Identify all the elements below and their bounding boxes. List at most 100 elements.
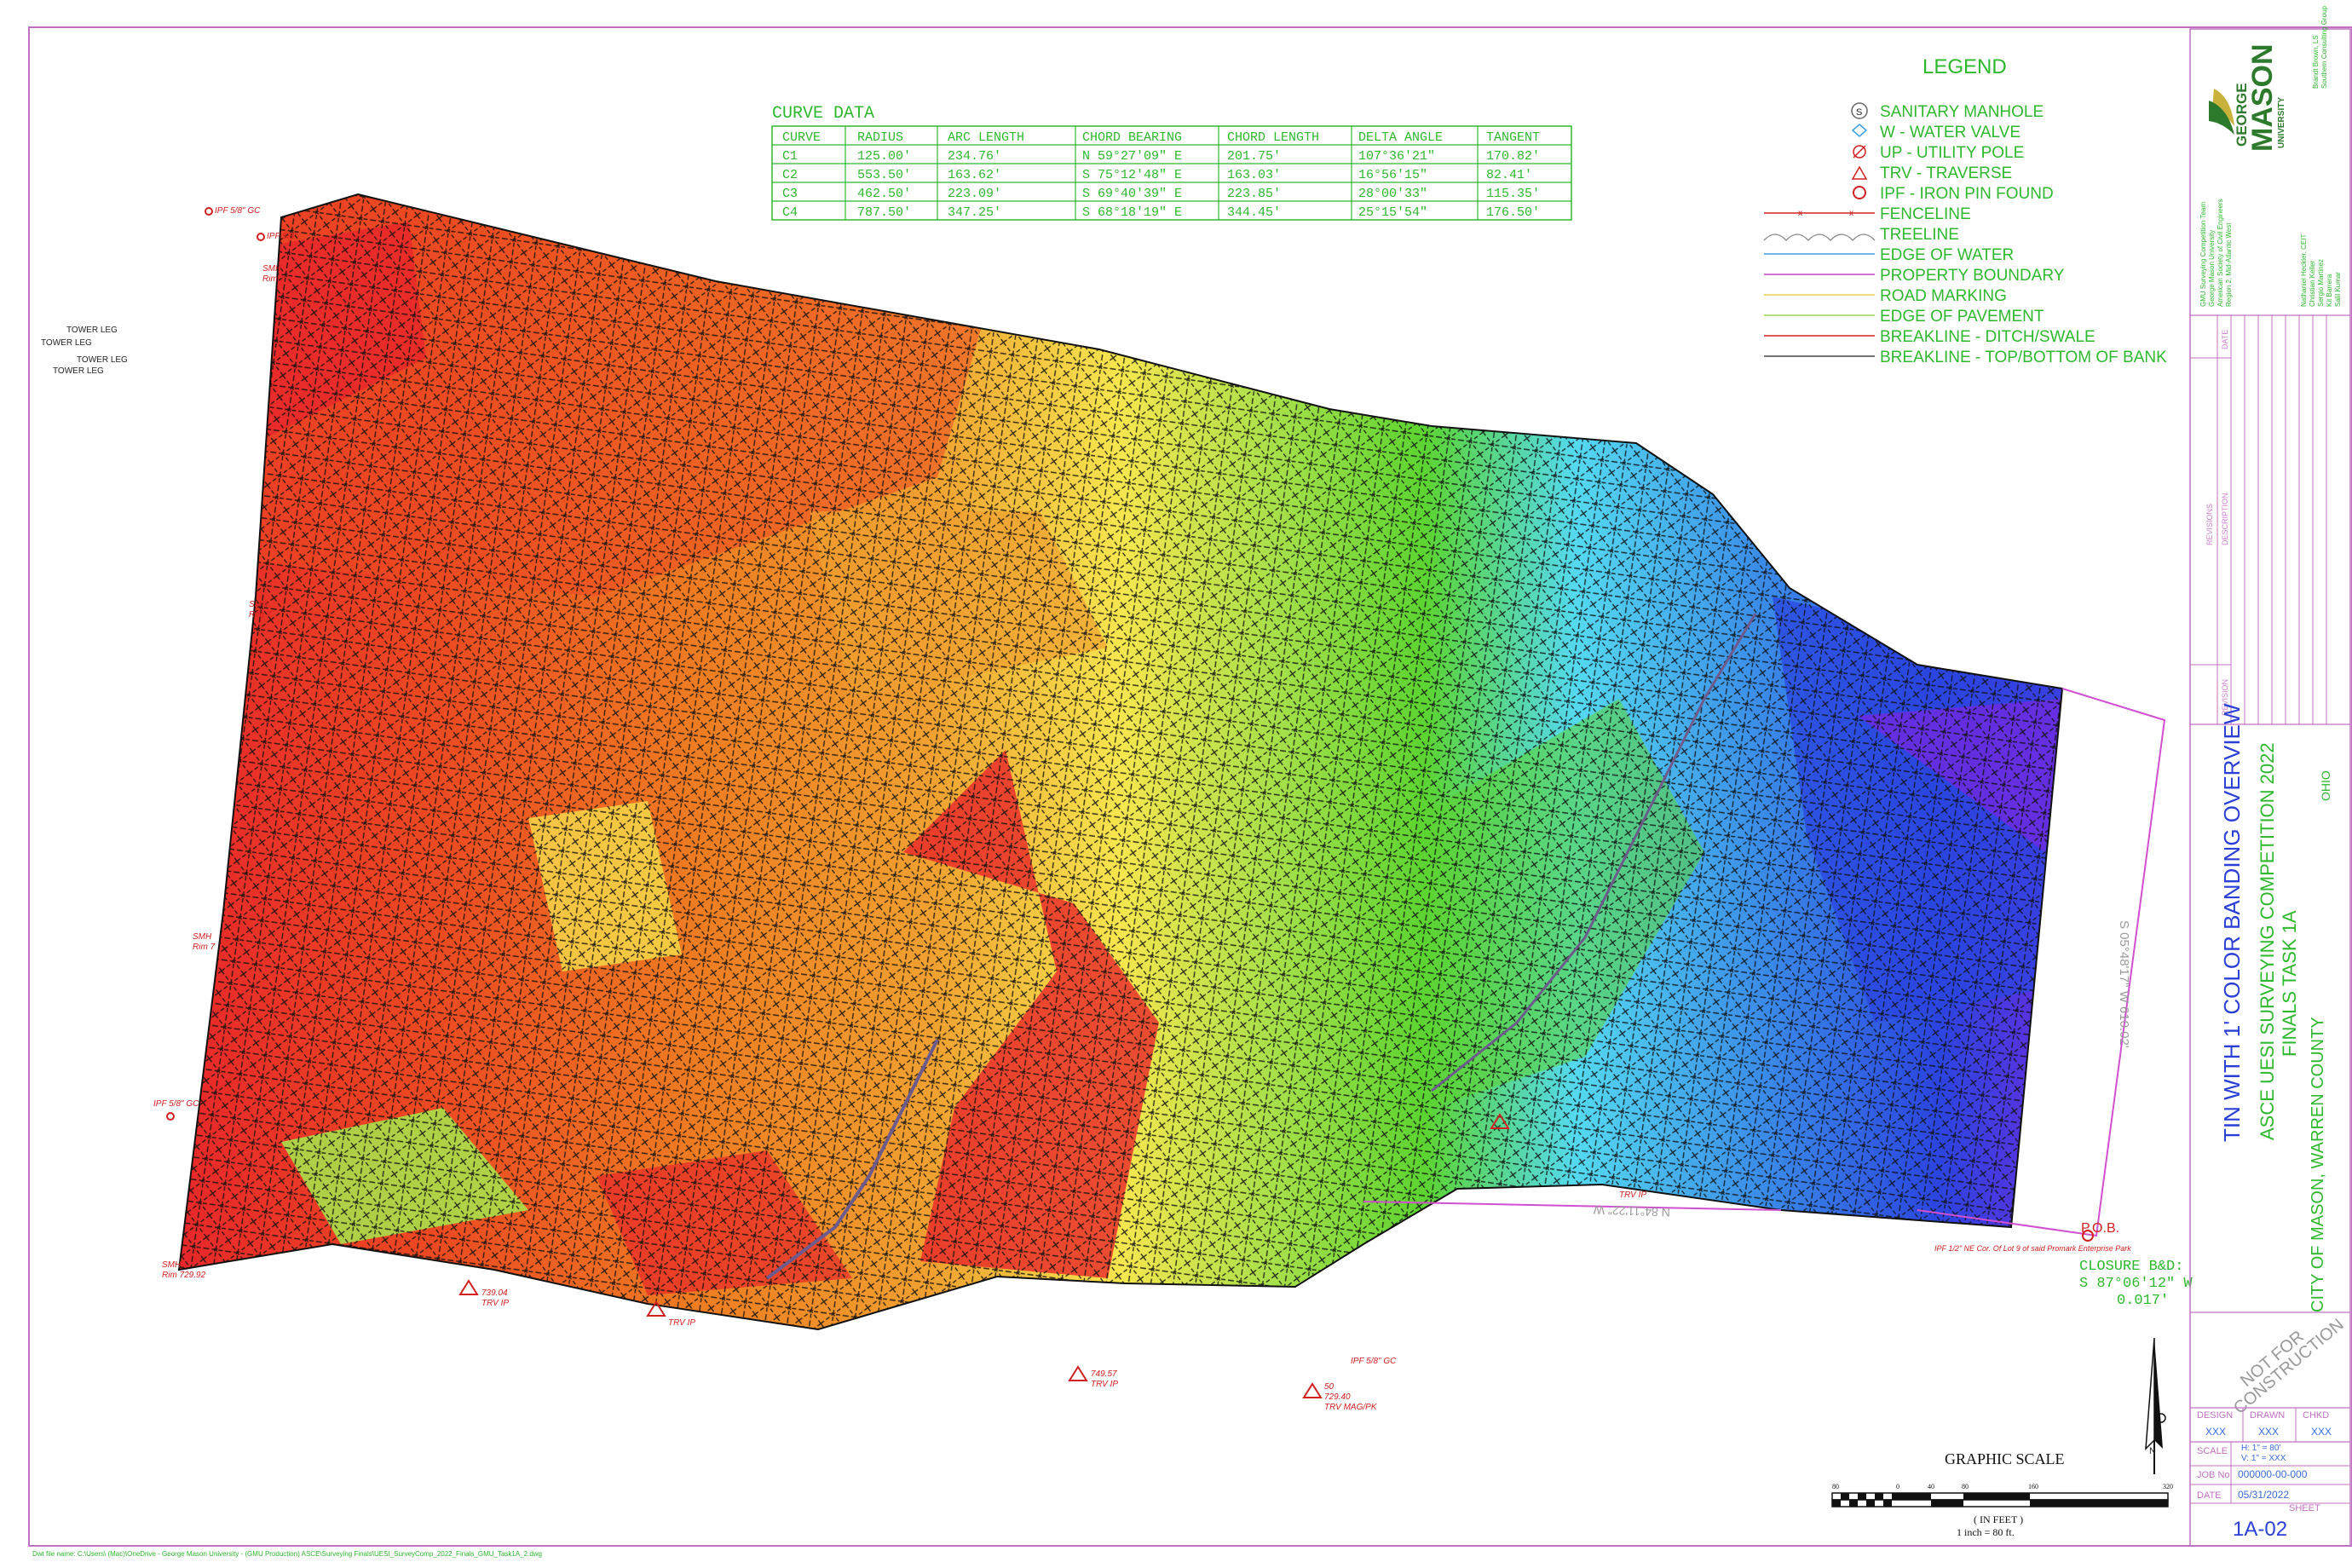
gmu-logo: GEORGE MASON UNIVERSITY [2209, 43, 2286, 152]
tin-surface [179, 194, 2062, 1329]
smh-rim-label: Rim 729.92 [162, 1271, 206, 1280]
legend-label: PROPERTY BOUNDARY [1880, 267, 2065, 285]
scale-h-value: H: 1" = 80' [2241, 1444, 2280, 1453]
pob-marker-icon [2082, 1230, 2094, 1242]
scale-tick: 160 [2028, 1483, 2038, 1490]
tin-outline [177, 193, 2064, 1331]
scale-tick: 80 [1832, 1483, 1839, 1490]
legend-label: TREELINE [1880, 226, 1959, 244]
file-path: Dwt file name: C:\Users\ (Mac)\OneDrive … [32, 1550, 542, 1558]
water-valve-icon [1851, 124, 1868, 137]
curve-cell: 82.41' [1486, 168, 1532, 182]
smh-label: SMH [162, 1260, 182, 1270]
scale-ratio: 1 inch = 80 ft. [1957, 1526, 2015, 1538]
ipf-label: IPF 5/8" [267, 232, 297, 241]
member-line: Kit Barrera [2326, 274, 2333, 307]
graphic-scale-title: GRAPHIC SCALE [1945, 1450, 2065, 1467]
curve-cell: C3 [782, 187, 798, 201]
curve-cell: C1 [782, 149, 798, 164]
date-value: 05/31/2022 [2238, 1489, 2289, 1501]
traverse-icon [1068, 1365, 1088, 1381]
team-line: American Society of Civil Engineers [2217, 199, 2224, 307]
scale-tick: 40 [1928, 1483, 1934, 1490]
member-line: Salil Kumar [2334, 272, 2342, 307]
graphic-scale: GRAPHIC SCALE 80 0 40 80 160 320 ( IN FE… [1831, 1450, 2173, 1538]
member-line: Nathaniel Heckler, CEIT [2300, 234, 2308, 307]
curve-cell: S 69°40'39" E [1082, 187, 1182, 201]
university-name-1: GEORGE [2234, 83, 2250, 147]
curve-cell: 28°00'33" [1358, 187, 1427, 201]
property-boundary-south [1363, 1201, 1782, 1211]
scale-tick: 80 [1962, 1483, 1969, 1490]
traverse-icon [1490, 1113, 1510, 1129]
north-arrow-icon: N [2145, 1337, 2166, 1474]
trv-label: TRV IP [1091, 1380, 1118, 1389]
svg-text:N: N [2149, 1446, 2156, 1456]
closure-line-2: S 87°06'12" W [2079, 1276, 2193, 1292]
chkd-value: XXX [2311, 1426, 2332, 1438]
curve-table-title: CURVE DATA [772, 104, 874, 124]
trv-label: 729.40 [1324, 1392, 1351, 1402]
utility-pole-icon [1853, 145, 1866, 159]
traverse-icon [1851, 165, 1868, 180]
legend-label: EDGE OF PAVEMENT [1880, 308, 2044, 326]
trv-label: 739.04 [481, 1288, 508, 1298]
ipf-label: IPF 5/8" GC [1351, 1357, 1397, 1366]
curve-cell: 16°56'15" [1358, 168, 1427, 182]
curve-cell: 223.09' [948, 187, 1001, 201]
iron-pin-icon [1853, 186, 1866, 199]
member-line: Sergio Martinez [2317, 259, 2325, 307]
tower-leg-label: TOWER LEG [41, 338, 92, 348]
curve-cell: N 59°27'09" E [1082, 149, 1182, 164]
treeline-swatch [1763, 233, 1876, 241]
title-block: GEORGE MASON UNIVERSITY GMU Surveying Co… [2189, 6, 2351, 1547]
legend-label: BREAKLINE - DITCH/SWALE [1880, 328, 2095, 346]
curve-header: DELTA ANGLE [1358, 130, 1443, 145]
legend-label: BREAKLINE - TOP/BOTTOM OF BANK [1880, 349, 2167, 366]
legend-label: SANITARY MANHOLE [1880, 103, 2044, 121]
location: CITY OF MASON, WARREN COUNTY [2309, 1017, 2327, 1312]
legend-label: IPF - IRON PIN FOUND [1880, 185, 2054, 203]
sheet-label: SHEET [2289, 1503, 2320, 1513]
closure-line-3: 0.017' [2117, 1293, 2169, 1309]
revision-col-label: DATE [2221, 330, 2229, 349]
closure-line-1: CLOSURE B&D: [2079, 1259, 2183, 1275]
job-value: 000000-00-000 [2238, 1468, 2308, 1480]
curve-cell: C4 [782, 205, 798, 220]
legend: LEGEND S x x SANITARY MANHOLE W - WATER … [1763, 55, 2167, 366]
legend-label: ROAD MARKING [1880, 287, 2007, 305]
sanitary-manhole-icon [1851, 102, 1868, 119]
legend-label: FENCELINE [1880, 205, 1971, 223]
trv-label: TRV IP [668, 1318, 695, 1328]
traverse-icon [646, 1300, 666, 1317]
curve-cell: 462.50' [857, 187, 911, 201]
curve-data-table: CURVE DATA CURVE RADIUS ARC LENGTH CHORD… [771, 104, 1572, 221]
chkd-label: CHKD [2303, 1410, 2329, 1421]
south-boundary-bearing: N 84°11'22" W [1593, 1203, 1670, 1219]
smh-label: SMH [262, 264, 282, 274]
curve-cell: 553.50' [857, 168, 911, 182]
university-name-3: UNIVERSITY [2277, 97, 2286, 148]
member-line: Southern Consulting Group [2320, 6, 2328, 89]
drawn-value: XXX [2258, 1426, 2279, 1438]
revisions-title: REVISIONS [2205, 504, 2214, 545]
tower-leg-label: TOWER LEG [77, 355, 128, 365]
ipf-label: IPF 5/8" GC [153, 1099, 199, 1109]
tower-leg-label: TOWER LEG [66, 326, 118, 335]
ipf-icon [205, 207, 213, 216]
svg-text:x: x [1798, 209, 1802, 218]
sheet-title: TIN WITH 1' COLOR BANDING OVERVIEW [2219, 703, 2245, 1142]
legend-title: LEGEND [1923, 55, 2007, 78]
sheet-number: 1A-02 [2233, 1518, 2287, 1541]
pob-note: IPF 1/2" NE Cor. Of Lot 9 of said Promar… [1934, 1244, 2131, 1253]
team-line: Region 2, Mid-Atlantic West [2225, 222, 2233, 307]
smh-label: SMH [193, 932, 212, 942]
sheet-border [28, 26, 2352, 1547]
job-label: JOB No. [2197, 1470, 2233, 1480]
pob-label: P.O.B. [2081, 1221, 2119, 1236]
scale-unit: ( IN FEET ) [1974, 1513, 2023, 1525]
curve-cell: 115.35' [1486, 187, 1540, 201]
svg-text:S: S [1856, 107, 1862, 118]
east-boundary-bearing: S 05°48'17" W 610.02' [2117, 920, 2131, 1048]
date-label: DATE [2197, 1490, 2222, 1501]
